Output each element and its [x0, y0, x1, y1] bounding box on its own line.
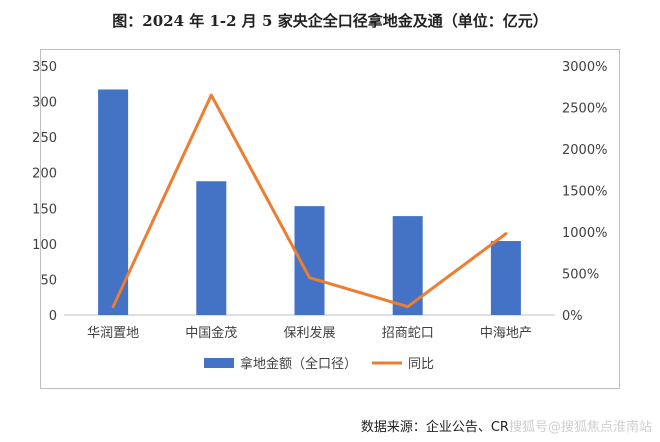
y-left-tick-label: 200 — [32, 167, 57, 182]
category-label: 中国金茂 — [185, 325, 237, 341]
chart-frame — [40, 49, 620, 389]
source-label: 数据来源：企业公告、CR — [360, 420, 509, 435]
category-label: 中海地产 — [480, 326, 532, 341]
y-right-tick-label: 3000% — [562, 60, 607, 75]
category-label: 保利发展 — [283, 325, 335, 341]
y-left-tick-label: 0 — [49, 309, 57, 324]
y-left-tick-label: 100 — [32, 238, 57, 253]
chart-title: 图：2024 年 1-2 月 5 家央企全口径拿地金及通（单位：亿元） — [112, 12, 548, 30]
legend-bar-swatch — [204, 358, 234, 368]
y-right-tick-label: 1500% — [562, 185, 607, 200]
bar-1 — [98, 89, 129, 315]
y-right-tick-label: 1000% — [562, 226, 607, 241]
yoy-line — [111, 93, 508, 309]
legend-line-label: 同比 — [408, 357, 434, 372]
y-left-tick-label: 150 — [32, 202, 57, 217]
y-left-tick-label: 300 — [32, 96, 57, 111]
watermark-text: 搜狐号@搜狐焦点淮南站 — [508, 420, 652, 435]
source-note: 数据来源：企业公告、CR搜狐号@搜狐焦点淮南站 — [361, 416, 652, 435]
y-right-tick-label: 0% — [562, 309, 583, 324]
category-label: 华润置地 — [87, 326, 139, 341]
y-right-tick-label: 500% — [562, 268, 599, 283]
y-left-tick-label: 50 — [40, 273, 57, 288]
bar-2 — [196, 181, 227, 315]
legend-bar-label: 拿地金额（全口径） — [240, 356, 357, 372]
y-left-tick-label: 250 — [32, 131, 57, 146]
category-label: 招商蛇口 — [382, 326, 434, 341]
y-right-tick-label: 2500% — [562, 102, 607, 117]
bar-5 — [490, 241, 521, 315]
y-right-tick-label: 2000% — [562, 143, 607, 158]
y-left-tick-label: 350 — [32, 60, 57, 75]
